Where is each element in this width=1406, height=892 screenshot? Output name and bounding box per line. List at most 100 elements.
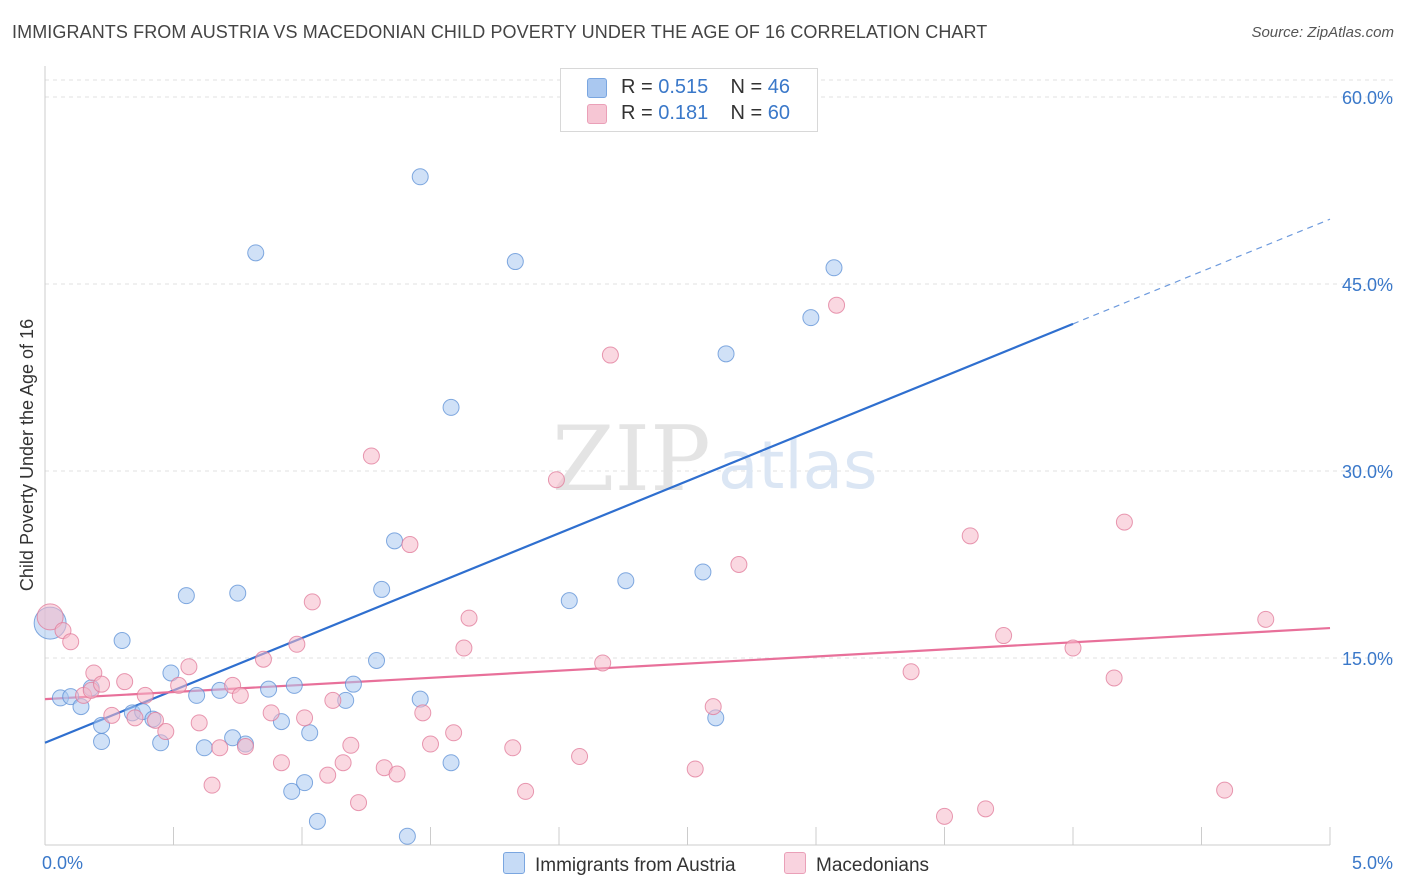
- data-points: [33, 168, 1275, 845]
- point-austria: [386, 532, 404, 550]
- point-austria: [93, 733, 111, 751]
- point-austria: [162, 664, 180, 682]
- point-macedonians: [1064, 639, 1082, 657]
- point-macedonians: [180, 658, 198, 676]
- point-austria: [283, 782, 301, 800]
- point-austria: [229, 584, 247, 602]
- point-macedonians: [62, 633, 80, 651]
- point-macedonians: [936, 807, 953, 825]
- point-macedonians: [136, 686, 154, 704]
- y-tick-label: 60.0%: [1342, 88, 1393, 108]
- point-macedonians: [254, 650, 272, 668]
- point-macedonians: [116, 673, 134, 691]
- point-austria: [411, 168, 429, 186]
- point-macedonians: [601, 346, 619, 364]
- legend-n-label: N =: [730, 76, 763, 98]
- bottom-legend-label-macedonians: Macedonians: [816, 855, 930, 876]
- point-macedonians: [704, 698, 722, 716]
- y-tick-label: 15.0%: [1342, 649, 1393, 669]
- point-macedonians: [236, 738, 254, 756]
- point-austria: [802, 309, 820, 327]
- point-macedonians: [977, 800, 995, 818]
- point-macedonians: [504, 739, 522, 757]
- point-austria: [442, 754, 460, 772]
- point-macedonians: [1105, 669, 1123, 687]
- legend-swatch-austria: [587, 78, 607, 98]
- chart-title: IMMIGRANTS FROM AUSTRIA VS MACEDONIAN CH…: [12, 22, 988, 42]
- bottom-legend-swatch-austria: [503, 852, 525, 874]
- point-macedonians: [388, 765, 406, 783]
- point-austria: [617, 572, 635, 590]
- point-austria: [344, 675, 362, 693]
- legend-n-value: 46: [767, 76, 791, 98]
- point-macedonians: [362, 447, 380, 465]
- source-label: Source: ZipAtlas.com: [1251, 24, 1394, 41]
- legend-r-value: 0.515: [658, 76, 709, 98]
- bottom-legend-austria: Immigrants from Austria: [503, 852, 736, 877]
- point-macedonians: [262, 704, 280, 722]
- point-macedonians: [547, 471, 565, 489]
- point-austria: [694, 563, 712, 581]
- watermark-zip: ZIP: [552, 407, 711, 512]
- point-macedonians: [455, 639, 473, 657]
- point-macedonians: [1216, 781, 1234, 799]
- point-macedonians: [288, 635, 306, 653]
- point-austria: [717, 345, 735, 363]
- point-macedonians: [902, 663, 920, 681]
- point-austria: [368, 651, 386, 669]
- point-macedonians: [342, 736, 360, 754]
- point-austria: [188, 686, 206, 704]
- point-austria: [308, 812, 326, 830]
- trendline-austria-extension: [1072, 218, 1331, 325]
- trendline-macedonians: [44, 626, 1331, 701]
- point-austria: [398, 827, 416, 845]
- point-austria: [177, 587, 195, 605]
- x-tick-label: 5.0%: [1352, 853, 1393, 873]
- bottom-legend-macedonians: Macedonians: [784, 852, 929, 877]
- point-austria: [373, 580, 391, 598]
- point-macedonians: [190, 714, 208, 732]
- legend-n-value: 60: [767, 102, 791, 124]
- point-austria: [247, 244, 265, 262]
- point-macedonians: [147, 711, 165, 729]
- point-macedonians: [517, 782, 535, 800]
- point-macedonians: [296, 709, 314, 727]
- point-austria: [285, 676, 303, 694]
- point-macedonians: [126, 709, 144, 727]
- y-tick-label: 30.0%: [1342, 462, 1393, 482]
- point-macedonians: [231, 686, 249, 704]
- point-macedonians: [324, 691, 342, 709]
- point-macedonians: [995, 627, 1013, 645]
- legend-r-label: R =: [621, 76, 653, 98]
- point-macedonians: [319, 766, 337, 784]
- y-tick-label: 45.0%: [1342, 275, 1393, 295]
- point-macedonians: [170, 676, 188, 694]
- point-macedonians: [157, 723, 175, 741]
- watermark: ZIP atlas: [552, 407, 878, 512]
- point-macedonians: [961, 527, 979, 545]
- legend-swatch-macedonians: [587, 104, 607, 124]
- legend-n-label: N =: [730, 102, 763, 124]
- point-macedonians: [303, 593, 321, 611]
- legend-r-label: R =: [621, 102, 653, 124]
- point-macedonians: [401, 536, 419, 554]
- legend-r-value: 0.181: [658, 102, 709, 124]
- point-austria: [442, 398, 460, 416]
- point-austria: [195, 739, 213, 757]
- point-macedonians: [1115, 513, 1133, 531]
- point-macedonians: [828, 296, 846, 314]
- gridlines: [45, 79, 1395, 659]
- bottom-legend-label-austria: Immigrants from Austria: [535, 855, 736, 876]
- point-austria: [560, 592, 578, 610]
- axes: [44, 66, 1331, 846]
- point-macedonians: [334, 754, 352, 772]
- point-macedonians: [414, 704, 432, 722]
- point-macedonians: [1257, 610, 1275, 628]
- correlation-legend: R = 0.515 N = 46 R = 0.181 N = 60: [560, 68, 818, 132]
- point-macedonians: [93, 675, 111, 693]
- point-austria: [113, 632, 131, 650]
- y-axis-label: Child Poverty Under the Age of 16: [17, 319, 37, 591]
- point-austria: [506, 253, 524, 271]
- point-macedonians: [460, 609, 478, 627]
